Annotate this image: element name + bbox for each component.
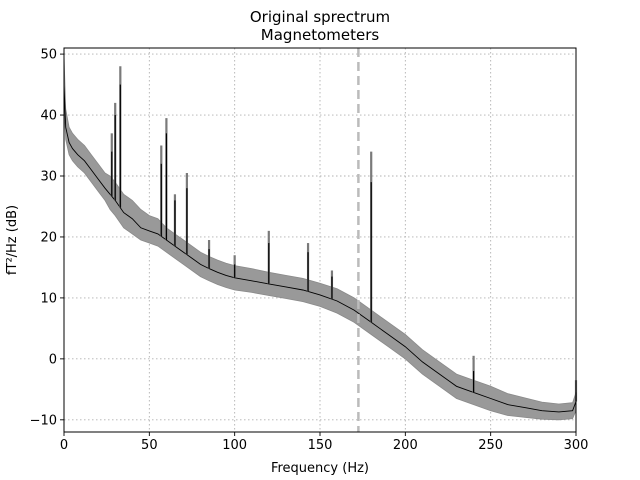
y-tick-label: 0	[49, 352, 57, 367]
x-tick-label: 250	[478, 438, 503, 453]
x-tick-label: 300	[564, 438, 589, 453]
y-tick-label: 40	[40, 109, 57, 124]
chart-title: Original sprectrum	[250, 8, 390, 26]
x-tick-label: 150	[308, 438, 333, 453]
x-tick-label: 200	[393, 438, 418, 453]
y-tick-label: 50	[40, 48, 57, 63]
y-tick-label: −10	[30, 413, 57, 428]
chart-subtitle: Magnetometers	[261, 26, 380, 44]
y-tick-label: 30	[40, 170, 57, 185]
x-tick-label: 100	[222, 438, 247, 453]
y-axis-label: fT²/Hz (dB)	[5, 205, 20, 275]
x-tick-label: 0	[60, 438, 68, 453]
y-tick-label: 10	[40, 291, 57, 306]
x-tick-label: 50	[141, 438, 158, 453]
x-axis-label: Frequency (Hz)	[271, 461, 369, 476]
mean-line	[63, 84, 577, 413]
y-tick-label: 20	[40, 230, 57, 245]
axes-frame	[63, 47, 577, 433]
